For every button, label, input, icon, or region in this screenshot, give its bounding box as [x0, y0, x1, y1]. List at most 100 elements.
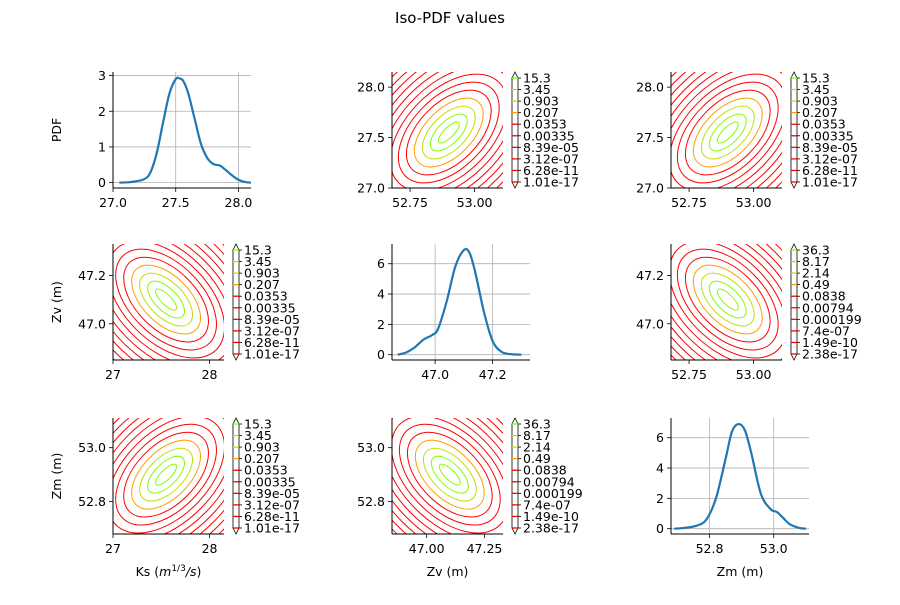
x-tick-label: 53.00	[736, 367, 772, 382]
y-tick-label: 0	[656, 521, 664, 536]
x-tick-label: 47.2	[479, 367, 507, 382]
colorbar-tick-label: 0.903	[244, 266, 280, 281]
contour-level	[392, 72, 503, 188]
contour-level	[113, 244, 224, 360]
colorbar-tick-label: 3.45	[244, 254, 272, 269]
colorbar-tick-label: 1.01e-17	[244, 347, 300, 362]
contour-level	[684, 89, 771, 176]
subplot-p22: 47.0 47.2 0 2 4 6	[377, 244, 530, 382]
colorbar-tick-label: 36.3	[802, 243, 830, 258]
contour-level	[429, 113, 468, 152]
colorbar-tick-label: 2.14	[802, 266, 830, 281]
colorbar-tick-label: 2.14	[523, 440, 551, 455]
contour-level	[113, 418, 224, 534]
x-tick-label: 28.0	[225, 195, 253, 210]
colorbar-tick-label: 1.01e-17	[523, 175, 579, 190]
colorbar-tick-label: 3.12e-07	[802, 151, 858, 166]
colorbar-tick-label: 0.0838	[523, 463, 567, 478]
contour-level	[155, 463, 178, 486]
colorbar-tick-label: 6.28e-11	[244, 509, 300, 524]
y-tick-label: 2	[656, 491, 664, 506]
contour-level	[430, 455, 469, 494]
contour-level	[392, 418, 503, 534]
colorbar-tick-label: 0.0838	[802, 289, 846, 304]
contour-level	[113, 418, 224, 534]
y-tick-label: 2	[377, 317, 385, 332]
x-tick-label: 53.0	[760, 541, 788, 556]
x-tick-label: 27	[105, 541, 121, 556]
y-tick-label: 28.0	[357, 80, 385, 95]
colorbar-tick-label: 0.903	[244, 440, 280, 455]
colorbar-tick-label: 8.39e-05	[244, 312, 300, 327]
colorbar-tick-label: 3.12e-07	[244, 323, 300, 338]
colorbar-tick-label: 2.38e-17	[523, 521, 579, 536]
contour-lines	[392, 72, 503, 188]
contour-level	[398, 423, 501, 526]
y-tick-label: 28.0	[636, 80, 664, 95]
contour-level	[392, 418, 503, 534]
y-axis-label: PDF	[49, 118, 64, 142]
contour-level	[676, 248, 779, 351]
y-tick-label: 27.5	[636, 130, 664, 145]
colorbar-tick-label: 15.3	[244, 243, 272, 258]
contour-level	[671, 72, 782, 188]
pdf-curve	[397, 247, 522, 356]
contour-level	[716, 288, 739, 311]
pdf-curve	[674, 422, 806, 530]
x-tick-label: 52.75	[671, 367, 707, 382]
contour-level	[700, 272, 755, 327]
contour-level	[437, 121, 460, 144]
colorbar: 15.33.450.9030.2070.03530.003358.39e-053…	[790, 71, 858, 190]
contour-level	[671, 244, 782, 360]
contour-level	[671, 72, 782, 188]
contour-level	[113, 244, 224, 360]
colorbar-tick-label: 8.39e-05	[523, 140, 579, 155]
y-tick-label: 47.2	[636, 268, 664, 283]
colorbar-tick-label: 0.0353	[244, 289, 288, 304]
contour-level	[671, 244, 782, 359]
contour-level	[405, 89, 492, 176]
contour-level	[113, 418, 224, 534]
contour-level	[113, 418, 224, 534]
colorbar-tick-label: 0.207	[802, 105, 838, 120]
colorbar: 15.33.450.9030.2070.03530.003358.39e-053…	[232, 243, 300, 362]
colorbar-tick-label: 0.49	[802, 277, 830, 292]
y-tick-label: 0	[377, 347, 385, 362]
y-tick-label: 27.0	[636, 181, 664, 196]
contour-lines	[392, 418, 503, 534]
contour-level	[392, 418, 503, 534]
y-tick-label: 53.0	[357, 440, 385, 455]
contour-level	[692, 264, 763, 335]
contour-level	[392, 418, 503, 534]
contour-level	[397, 81, 500, 184]
y-tick-label: 47.0	[636, 316, 664, 331]
colorbar-tick-label: 36.3	[523, 417, 551, 432]
colorbar-tick-label: 3.45	[802, 82, 830, 97]
contour-lines	[113, 418, 224, 534]
subplot-p31: 15.33.450.9030.2070.03530.003358.39e-053…	[49, 417, 300, 580]
x-axis-label: Zv (m)	[427, 564, 469, 579]
contour-level	[422, 447, 477, 502]
contour-level	[671, 73, 782, 188]
colorbar-tick-label: 0.207	[244, 451, 280, 466]
contour-level	[392, 418, 503, 534]
colorbar-tick-label: 3.45	[523, 82, 551, 97]
x-tick-label: 52.75	[392, 195, 428, 210]
contour-level	[113, 418, 224, 534]
colorbar-tick-label: 7.4e-07	[523, 497, 571, 512]
contour-level	[155, 288, 178, 311]
pdf-curve	[119, 76, 251, 184]
colorbar-tick-label: 3.12e-07	[523, 151, 579, 166]
contour-lines	[671, 244, 782, 360]
colorbar-tick-label: 1.49e-10	[523, 509, 579, 524]
x-tick-label: 53.00	[457, 195, 493, 210]
contour-level	[113, 244, 224, 360]
x-tick-label: 47.0	[421, 367, 449, 382]
contour-level	[692, 97, 763, 168]
y-tick-label: 52.8	[78, 494, 106, 509]
contour-level	[671, 244, 782, 360]
colorbar-tick-label: 0.0353	[244, 463, 288, 478]
contour-level	[392, 418, 503, 534]
colorbar-tick-label: 15.3	[523, 71, 551, 86]
